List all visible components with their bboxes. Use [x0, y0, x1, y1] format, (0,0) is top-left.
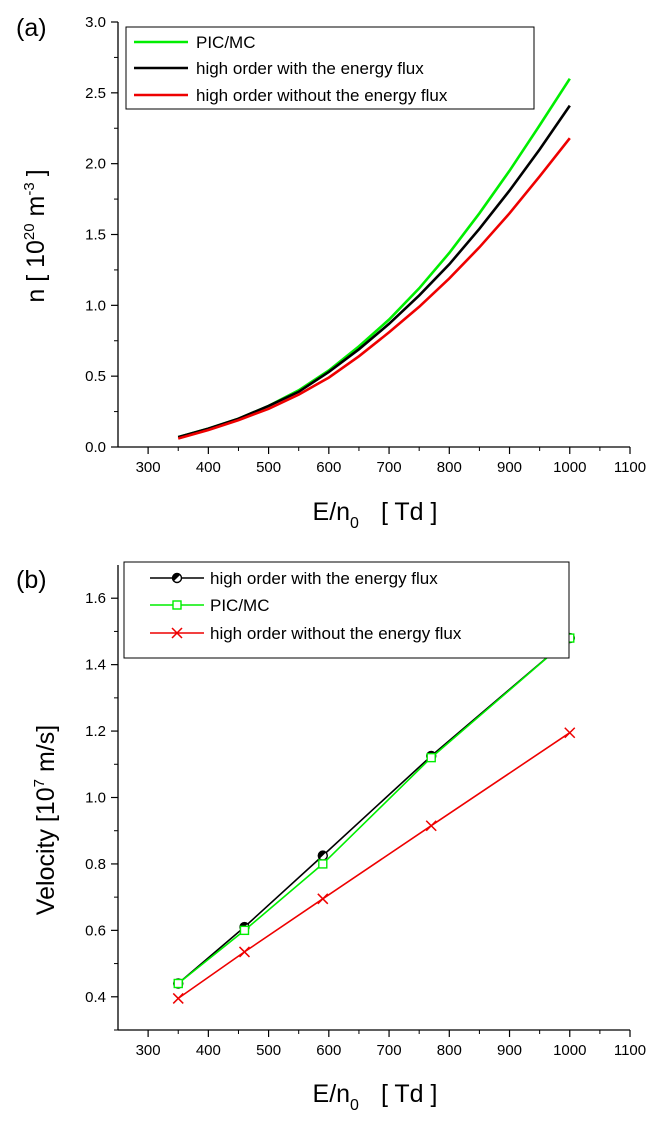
x-axis-label-b-sub: 0: [350, 1097, 359, 1114]
y-tick-label-a: 1.0: [85, 297, 106, 314]
legend-label-b-0: high order with the energy flux: [210, 569, 438, 588]
series-line-a-2: [177, 137, 571, 440]
data-point-b-2: [564, 727, 576, 739]
y-axis-label-a-sup2: -3: [21, 182, 38, 195]
y-tick-label-b: 1.4: [85, 657, 106, 674]
x-tick-label-b: 1100: [614, 1042, 646, 1059]
data-point-b-1: [173, 978, 183, 989]
x-tick-label-b: 1000: [553, 1042, 586, 1059]
data-point-b-2: [172, 992, 184, 1004]
plot-area-b: 300 400 500 600 700 800 900 1000 1100 0.4 0.6 0.8 1.…: [85, 561, 646, 1059]
y-tick-label-b: 0.6: [85, 922, 106, 939]
y-axis-label-a-pre: n [ 10: [22, 240, 50, 303]
y-tick-label-a: 3.0: [85, 14, 106, 31]
y-tick-label-b: 0.8: [85, 856, 106, 873]
x-tick-label-a: 400: [196, 459, 221, 476]
data-point-b-1: [426, 752, 436, 763]
legend-label-a-0: PIC/MC: [196, 33, 256, 52]
x-tick-label-a: 800: [437, 459, 462, 476]
chart-panel-a: (a) 300 400 500 600 700 800 900 1000 1100 0.0 0.5 1…: [16, 14, 646, 532]
y-tick-label-b: 1.2: [85, 723, 106, 740]
x-tick-label-a: 700: [377, 459, 402, 476]
series-line-b-1: [177, 637, 571, 985]
x-axis-label-b-unit: [ Td ]: [381, 1080, 438, 1108]
x-tick-label-b: 800: [437, 1042, 462, 1059]
data-point-b-2: [238, 946, 251, 958]
x-axis-label-a-sub: 0: [350, 515, 359, 532]
x-axis-label-a-unit: [ Td ]: [381, 498, 438, 526]
x-tick-label-a: 600: [316, 459, 341, 476]
x-axis-label-b-main: E/n: [313, 1080, 351, 1108]
y-tick-label-a: 0.0: [85, 439, 106, 456]
x-tick-label-b: 900: [497, 1042, 522, 1059]
x-tick-label-b: 700: [377, 1042, 402, 1059]
y-axis-label-b: Velocity [107 m/s]: [31, 725, 60, 915]
x-tick-label-a: 500: [256, 459, 281, 476]
y-axis-label-a-post: ]: [22, 169, 50, 176]
y-axis-label-b-sup1: 7: [31, 779, 48, 787]
series-line-a-1: [177, 104, 571, 439]
panel-b-label: (b): [16, 566, 47, 594]
chart-panel-b: (b) 300 400 500 600 700 800 900 1000 1100 0.4 0.6 0…: [16, 561, 646, 1114]
y-axis-label-a-mid: m: [22, 196, 50, 224]
data-point-b-2: [317, 893, 329, 905]
x-axis-label-b: E/n0 [ Td ]: [313, 1080, 438, 1114]
y-axis-label-a-sup1: 20: [21, 223, 38, 240]
series-line-b-0: [177, 637, 571, 985]
y-tick-label-a: 2.5: [85, 85, 106, 102]
x-tick-label-b: 600: [316, 1042, 341, 1059]
legend-label-a-1: high order with the energy flux: [196, 59, 424, 78]
x-tick-label-b: 500: [256, 1042, 281, 1059]
data-point-b-1: [318, 859, 328, 869]
x-tick-label-b: 400: [196, 1042, 221, 1059]
series-line-b-2: [177, 732, 571, 1000]
legend-marker-b-0-fill: [172, 573, 181, 582]
x-tick-label-b: 300: [136, 1042, 161, 1059]
legend-box-a: [125, 26, 535, 110]
y-tick-label-b: 0.4: [85, 989, 106, 1006]
panel-a-label: (a): [16, 14, 47, 42]
y-axis-label-b-mid: m/s]: [32, 725, 60, 779]
data-point-b-1: [239, 925, 250, 936]
y-tick-label-a: 1.5: [85, 227, 106, 244]
legend-marker-b-1: [172, 600, 182, 610]
series-line-a-0: [177, 77, 571, 439]
x-tick-label-a: 300: [136, 459, 161, 476]
legend-marker-b-2: [171, 627, 183, 639]
y-axis-label-b-pre: Velocity [10: [32, 787, 60, 915]
x-axis-label-a: E/n0 [ Td ]: [313, 498, 438, 532]
y-tick-label-a: 0.5: [85, 368, 106, 385]
x-axis-label-a-main: E/n: [313, 498, 351, 526]
y-tick-label-b: 1.6: [85, 590, 106, 607]
x-tick-label-a: 900: [497, 459, 522, 476]
x-tick-label-a: 1000: [553, 459, 586, 476]
data-point-b-0-fill: [318, 851, 326, 859]
legend-label-b-1: PIC/MC: [210, 596, 270, 615]
plot-area-a: 300 400 500 600 700 800 900 1000 1100 0.0 0.5 1.0 1.…: [85, 14, 646, 476]
data-point-b-2: [425, 820, 437, 832]
y-axis-label-a: n [ 1020 m-3]: [21, 169, 50, 302]
y-tick-label-a: 2.0: [85, 156, 106, 173]
x-tick-label-a: 1100: [614, 459, 646, 476]
legend-label-a-2: high order without the energy flux: [196, 86, 448, 105]
legend-label-b-2: high order without the energy flux: [210, 624, 462, 643]
y-tick-label-b: 1.0: [85, 790, 106, 807]
